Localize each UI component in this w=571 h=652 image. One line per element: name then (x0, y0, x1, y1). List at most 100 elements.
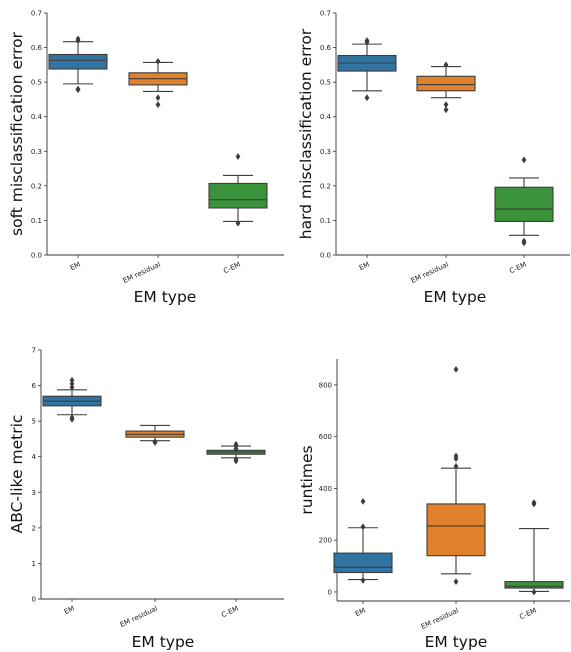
outlier-point (235, 153, 241, 160)
outlier-point (360, 523, 366, 531)
xlabel-runtimes: EM type (425, 633, 488, 651)
y-tick-label: 0.3 (31, 148, 42, 156)
outlier-point (69, 380, 75, 388)
outlier-point (453, 365, 459, 373)
y-tick-label: 0 (328, 588, 332, 596)
y-tick-label: 0.5 (320, 79, 331, 87)
y-tick-label: 0.7 (31, 10, 42, 18)
outlier-point (360, 576, 366, 584)
outlier-point (155, 58, 161, 65)
y-tick-label: 0.3 (320, 148, 331, 156)
ylabel-hard: hard misclassification error (297, 28, 315, 239)
y-tick-label: 0.6 (320, 44, 332, 52)
box-em-residual (128, 58, 188, 109)
xlabel-abc: EM type (132, 633, 195, 651)
y-tick-label: 0.0 (320, 252, 331, 260)
box-body (333, 552, 393, 574)
box-em (42, 376, 102, 423)
box-c-em (206, 440, 266, 465)
outlier-point (155, 101, 161, 109)
outlier-point (443, 61, 449, 69)
box-body (48, 53, 108, 70)
x-tick-label: EM residual (119, 605, 159, 629)
box-body (208, 182, 268, 209)
box-c-em (504, 499, 564, 596)
box-body (426, 503, 486, 557)
y-tick-label: 0 (32, 596, 36, 604)
outlier-point (75, 35, 81, 43)
y-tick-label: 2 (32, 524, 36, 532)
x-tick-label: EM (358, 261, 371, 273)
outlier-point (69, 376, 75, 384)
outlier-point (364, 38, 370, 46)
y-tick-label: 0.0 (31, 252, 42, 260)
x-tick-label: EM residual (122, 261, 162, 285)
panel-runtimes: runtimes EM type 0 200 400 600 800 EM EM resid… (298, 359, 570, 651)
ylabel-runtimes: runtimes (298, 445, 316, 514)
outlier-point (235, 219, 241, 227)
y-tick-label: 0.2 (320, 182, 331, 190)
box-c-em (208, 153, 268, 227)
y-tick-label: 7 (32, 347, 36, 355)
y-tick-label: 0.7 (320, 10, 331, 18)
outlier-point (360, 497, 366, 505)
box-body (494, 186, 554, 223)
y-tick-label: 1 (32, 560, 36, 568)
panel-abc-metric: ABC-like metric EM type 0 1 2 3 4 5 6 7 EM EM res… (8, 347, 284, 651)
y-tick-label: 0.5 (31, 79, 42, 87)
outlier-point (443, 101, 449, 109)
outlier-point (152, 439, 158, 446)
outlier-point (364, 94, 370, 102)
xlabel-soft: EM type (134, 288, 197, 306)
ylabel-abc: ABC-like metric (8, 415, 26, 534)
x-tick-label: EM (63, 605, 76, 617)
outlier-point (69, 383, 75, 391)
outlier-point (75, 86, 81, 94)
x-tick-label: EM (69, 261, 82, 273)
y-tick-label: 0.2 (31, 182, 42, 190)
y-tick-label: 0.4 (31, 113, 43, 121)
x-tick-label: EM (354, 607, 367, 619)
outlier-point (233, 440, 239, 448)
outlier-point (531, 499, 537, 507)
outlier-point (453, 463, 459, 470)
outlier-point (233, 457, 239, 465)
y-tick-label: 400 (319, 485, 332, 493)
y-tick-label: 800 (319, 381, 332, 389)
panel-hard-misclassification: hard misclassification error EM type 0.0… (297, 10, 570, 306)
y-tick-label: 5 (32, 418, 36, 426)
outlier-point (453, 452, 459, 460)
box-em (337, 37, 397, 102)
y-tick-label: 4 (32, 453, 37, 461)
outlier-point (453, 578, 459, 585)
y-tick-label: 3 (32, 489, 36, 497)
panel-soft-misclassification: soft misclassification error EM type 0.0… (8, 10, 284, 306)
box-body (504, 581, 564, 589)
outlier-point (443, 106, 449, 114)
y-tick-label: 600 (319, 433, 332, 441)
xlabel-hard: EM type (424, 288, 487, 306)
y-tick-label: 0.4 (320, 113, 332, 121)
x-tick-label: EM residual (420, 607, 460, 631)
box-body (416, 75, 476, 92)
y-tick-label: 0.1 (320, 217, 331, 225)
x-tick-label: C-EM (220, 605, 240, 620)
y-tick-label: 6 (32, 382, 37, 390)
x-tick-label: C-EM (508, 261, 528, 276)
ylabel-soft: soft misclassification error (8, 31, 26, 236)
outlier-point (69, 415, 75, 423)
outlier-point (155, 94, 161, 102)
box-em-residual (426, 365, 486, 585)
y-tick-label: 0.6 (31, 44, 43, 52)
outlier-point (521, 239, 527, 247)
x-tick-label: EM residual (410, 261, 450, 285)
outlier-point (521, 156, 527, 164)
y-tick-label: 0.1 (31, 217, 42, 225)
outlier-point (531, 588, 537, 596)
box-c-em (494, 156, 554, 247)
y-tick-label: 200 (319, 537, 332, 545)
box-em-residual (416, 61, 476, 114)
box-em (333, 497, 393, 584)
x-tick-label: C-EM (518, 607, 538, 622)
